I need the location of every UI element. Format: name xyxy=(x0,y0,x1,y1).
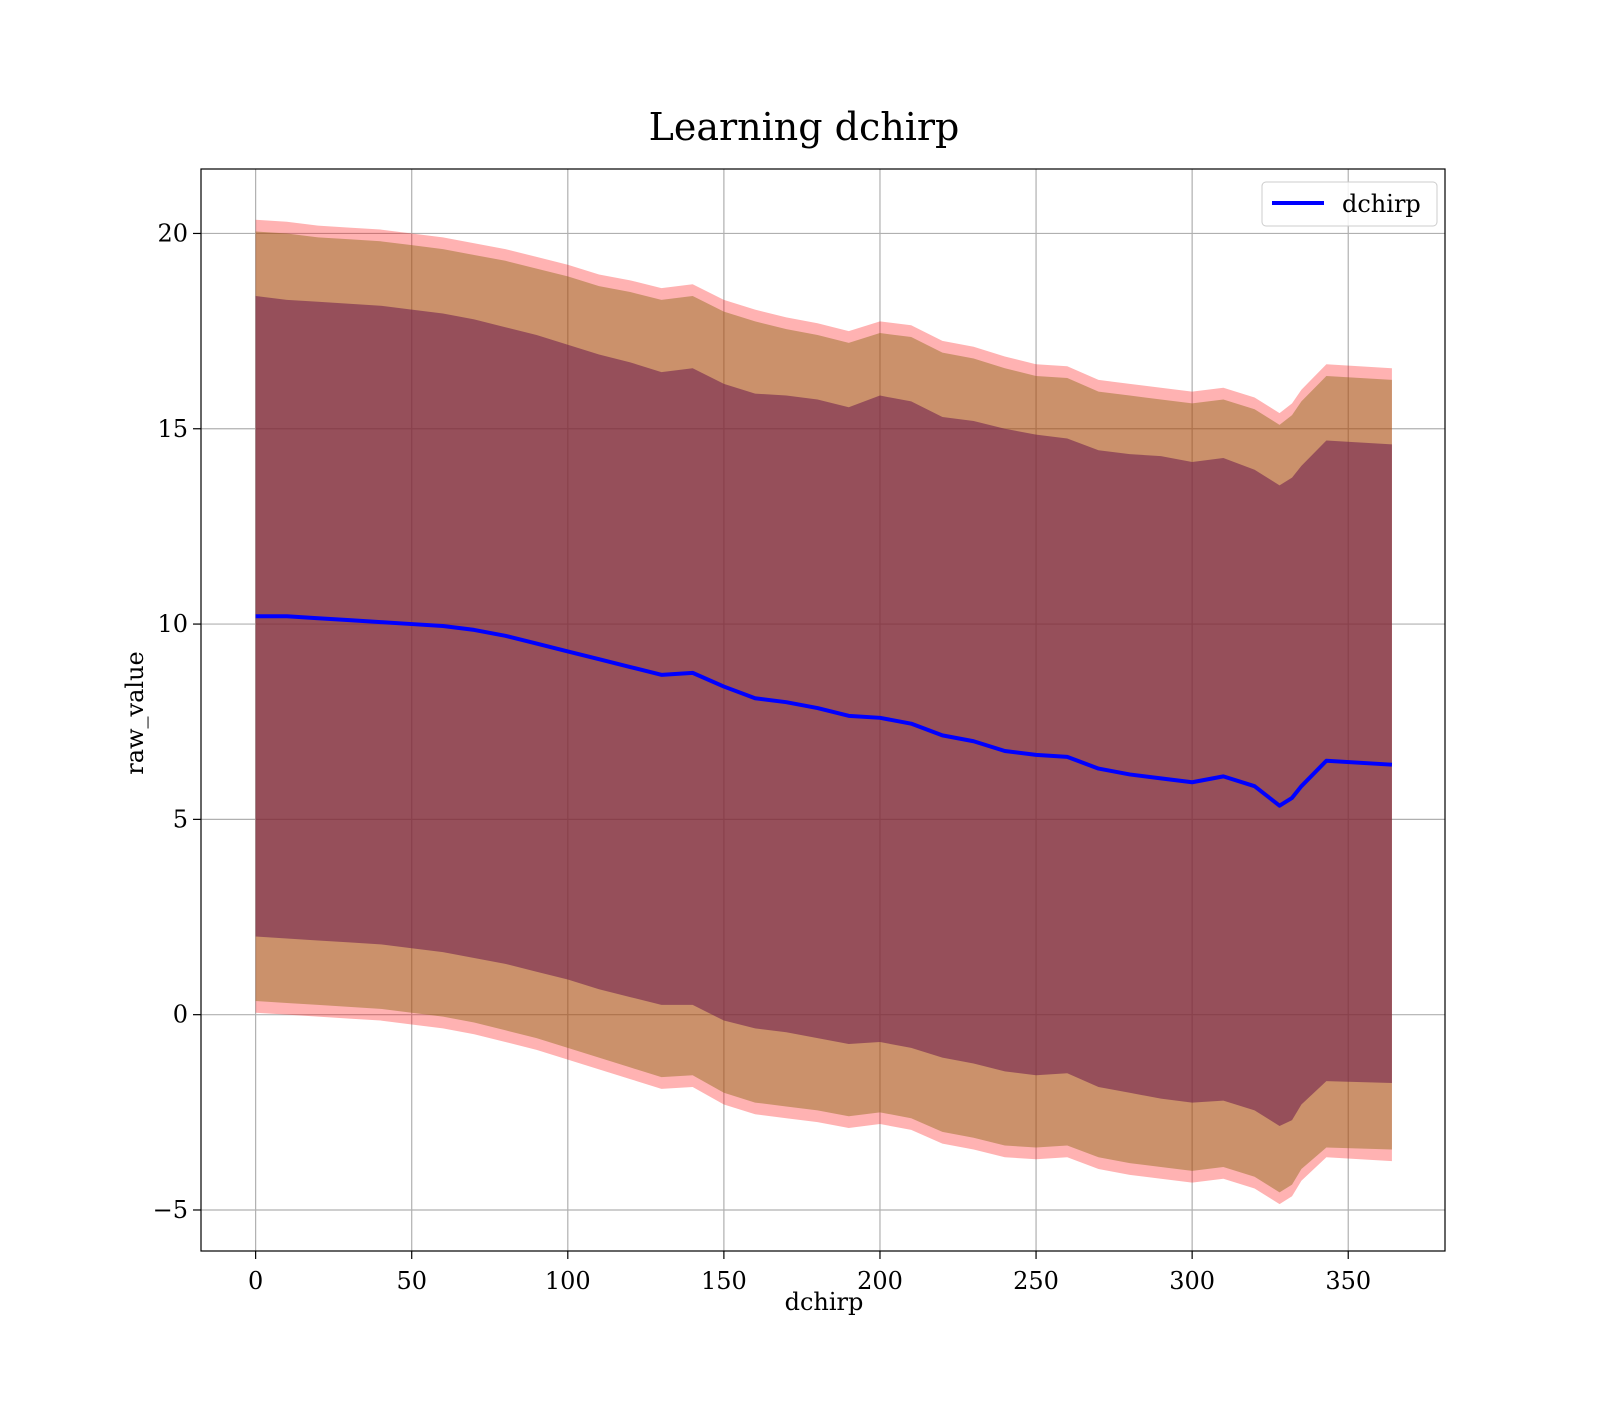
chart-title: Learning dchirp xyxy=(649,105,960,149)
y-tick-label-5: 5 xyxy=(173,805,188,833)
x-tick-label-250: 250 xyxy=(1013,1267,1059,1295)
legend-box xyxy=(1261,181,1438,227)
x-tick-label-350: 350 xyxy=(1325,1267,1371,1295)
x-tick-label-100: 100 xyxy=(545,1267,591,1295)
x-tick-label-0: 0 xyxy=(248,1267,263,1295)
plot-frame xyxy=(200,168,1446,1252)
x-tick-label-300: 300 xyxy=(1169,1267,1215,1295)
axes-layer xyxy=(200,168,1446,1252)
x-tick-label-150: 150 xyxy=(701,1267,747,1295)
chart-legend: dchirp xyxy=(1261,181,1438,227)
y-axis-label: raw_value xyxy=(121,651,149,775)
line-layer xyxy=(255,614,1393,808)
tick-layer: 0 50 100 150 200 250 300 350 −5 0 5 10 15 20 xyxy=(153,219,1372,1295)
series-line-dchirp xyxy=(255,614,1393,808)
y-tick-label-0: 0 xyxy=(173,1001,188,1029)
legend-label-dchirp: dchirp xyxy=(1342,190,1421,218)
y-tick-label--5: −5 xyxy=(153,1196,188,1224)
x-axis-label: dchirp xyxy=(785,1288,864,1316)
y-tick-label-15: 15 xyxy=(157,415,188,443)
y-tick-label-10: 10 xyxy=(157,610,188,638)
y-tick-label-20: 20 xyxy=(157,219,188,247)
x-tick-label-50: 50 xyxy=(396,1267,427,1295)
x-tick-label-200: 200 xyxy=(857,1267,903,1295)
